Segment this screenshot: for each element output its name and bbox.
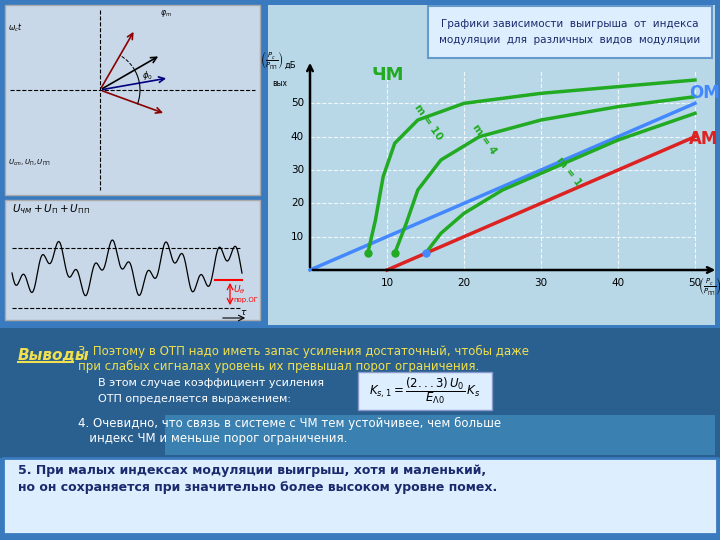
Text: но он сохраняется при значительно более высоком уровне помех.: но он сохраняется при значительно более … <box>18 481 498 494</box>
Text: Графики зависимости  выигрыша  от  индекса: Графики зависимости выигрыша от индекса <box>441 19 698 29</box>
Text: 50: 50 <box>688 278 701 288</box>
Text: 4. Очевидно, что связь в системе с ЧМ тем устойчивее, чем больше: 4. Очевидно, что связь в системе с ЧМ те… <box>78 417 501 430</box>
Text: Выводы: Выводы <box>18 348 89 363</box>
Text: $\left(\frac{P_c}{P_{\Pi\Pi}}\right)$: $\left(\frac{P_c}{P_{\Pi\Pi}}\right)$ <box>698 275 720 297</box>
Text: 10: 10 <box>380 278 394 288</box>
Text: 5. При малых индексах модуляции выигрыш, хотя и маленький,: 5. При малых индексах модуляции выигрыш,… <box>18 464 486 477</box>
Text: m = 10: m = 10 <box>413 102 444 141</box>
Text: пор.ОГ: пор.ОГ <box>233 297 258 303</box>
Text: ОТП определяется выражением:: ОТП определяется выражением: <box>98 394 291 404</box>
Text: $\varphi_m$: $\varphi_m$ <box>160 8 172 19</box>
Text: 10: 10 <box>291 232 304 242</box>
Text: ОМ: ОМ <box>689 84 720 103</box>
Text: АМ: АМ <box>689 130 719 147</box>
Text: $K_{s,1} = \dfrac{(2...3)\,U_0}{E_{\Lambda 0}}\,K_s$: $K_{s,1} = \dfrac{(2...3)\,U_0}{E_{\Lamb… <box>369 375 481 407</box>
Bar <box>5 200 260 320</box>
Text: дБ: дБ <box>284 60 296 70</box>
Text: В этом случае коэффициент усиления: В этом случае коэффициент усиления <box>98 378 324 388</box>
Text: 30: 30 <box>291 165 304 175</box>
Text: 40: 40 <box>611 278 624 288</box>
Text: вых: вых <box>272 79 287 88</box>
Text: 3. Поэтому в ОТП надо иметь запас усиления достаточный, чтобы даже: 3. Поэтому в ОТП надо иметь запас усилен… <box>78 345 529 358</box>
Text: $U_{cm}, U_{\Pi}, U_{\Pi\Pi}$: $U_{cm}, U_{\Pi}, U_{\Pi\Pi}$ <box>8 158 51 168</box>
Text: ЧМ: ЧМ <box>372 66 404 84</box>
Bar <box>5 5 260 195</box>
Text: 30: 30 <box>534 278 548 288</box>
FancyBboxPatch shape <box>358 372 492 410</box>
Text: 50: 50 <box>291 98 304 109</box>
Text: при слабых сигналах уровень их превышал порог ограничения.: при слабых сигналах уровень их превышал … <box>78 360 480 373</box>
Text: m = 1: m = 1 <box>555 155 584 188</box>
Text: $\phi_0$: $\phi_0$ <box>142 69 153 82</box>
Text: $\left(\frac{P_c}{P_{\Pi\Pi}}\right)$: $\left(\frac{P_c}{P_{\Pi\Pi}}\right)$ <box>260 49 284 71</box>
Text: 20: 20 <box>291 198 304 208</box>
Text: $U_{ЧМ}+U_{\Pi}+U_{\Pi\Pi}$: $U_{ЧМ}+U_{\Pi}+U_{\Pi\Pi}$ <box>12 202 90 216</box>
Bar <box>165 415 715 455</box>
Bar <box>268 5 715 325</box>
Text: индекс ЧМ и меньше порог ограничения.: индекс ЧМ и меньше порог ограничения. <box>78 432 347 445</box>
Text: $\omega_c t$: $\omega_c t$ <box>8 21 23 33</box>
FancyBboxPatch shape <box>428 6 712 58</box>
Text: 20: 20 <box>457 278 471 288</box>
FancyBboxPatch shape <box>3 458 717 534</box>
Text: 40: 40 <box>291 132 304 141</box>
Text: модуляции  для  различных  видов  модуляции: модуляции для различных видов модуляции <box>439 35 701 45</box>
Bar <box>0 328 720 458</box>
Text: $\tau$: $\tau$ <box>240 308 248 317</box>
Text: m = 4: m = 4 <box>470 122 498 156</box>
Text: $U_{\theta}$: $U_{\theta}$ <box>233 283 246 295</box>
